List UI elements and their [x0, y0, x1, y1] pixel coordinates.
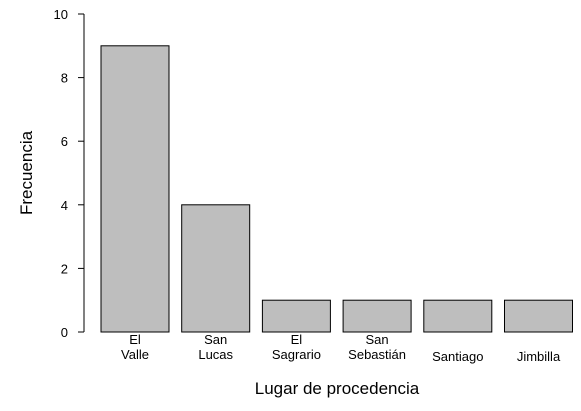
y-tick-label: 0: [61, 325, 68, 340]
y-axis: 0 2 4 6 8 10: [54, 7, 85, 340]
bar-1: [181, 204, 251, 333]
x-category-label-line: Lucas: [198, 347, 233, 362]
y-axis-title: Frecuencia: [17, 130, 36, 215]
bar-3: [342, 299, 412, 333]
x-category-label-line: Sebastián: [348, 347, 406, 362]
bar-0: [100, 45, 170, 333]
bars-layer: [100, 45, 573, 333]
x-category-label-line: Valle: [121, 347, 149, 362]
x-category-label-2: El Sagrario: [272, 332, 321, 362]
x-category-label-line: San: [366, 332, 389, 347]
x-category-label-3: San Sebastián: [348, 332, 406, 362]
x-category-label-0: El Valle: [121, 332, 149, 362]
x-category-label-line: Sagrario: [272, 347, 321, 362]
x-category-label-line: El: [129, 332, 141, 347]
bar-4: [423, 299, 493, 333]
x-category-label-4: Santiago: [432, 349, 483, 364]
y-tick-label: 2: [61, 261, 68, 276]
x-category-label-line: Jimbilla: [517, 349, 561, 364]
x-category-label-line: Santiago: [432, 349, 483, 364]
x-category-label-line: San: [204, 332, 227, 347]
x-axis-title: Lugar de procedencia: [255, 379, 420, 398]
x-category-label-line: El: [291, 332, 303, 347]
y-tick-label: 6: [61, 134, 68, 149]
x-category-label-5: Jimbilla: [517, 349, 561, 364]
x-category-label-1: San Lucas: [198, 332, 233, 362]
y-tick-label: 8: [61, 71, 68, 86]
y-tick-label: 4: [61, 198, 68, 213]
bar-5: [504, 299, 573, 333]
y-tick-label: 10: [54, 7, 68, 22]
bar-2: [261, 299, 331, 333]
